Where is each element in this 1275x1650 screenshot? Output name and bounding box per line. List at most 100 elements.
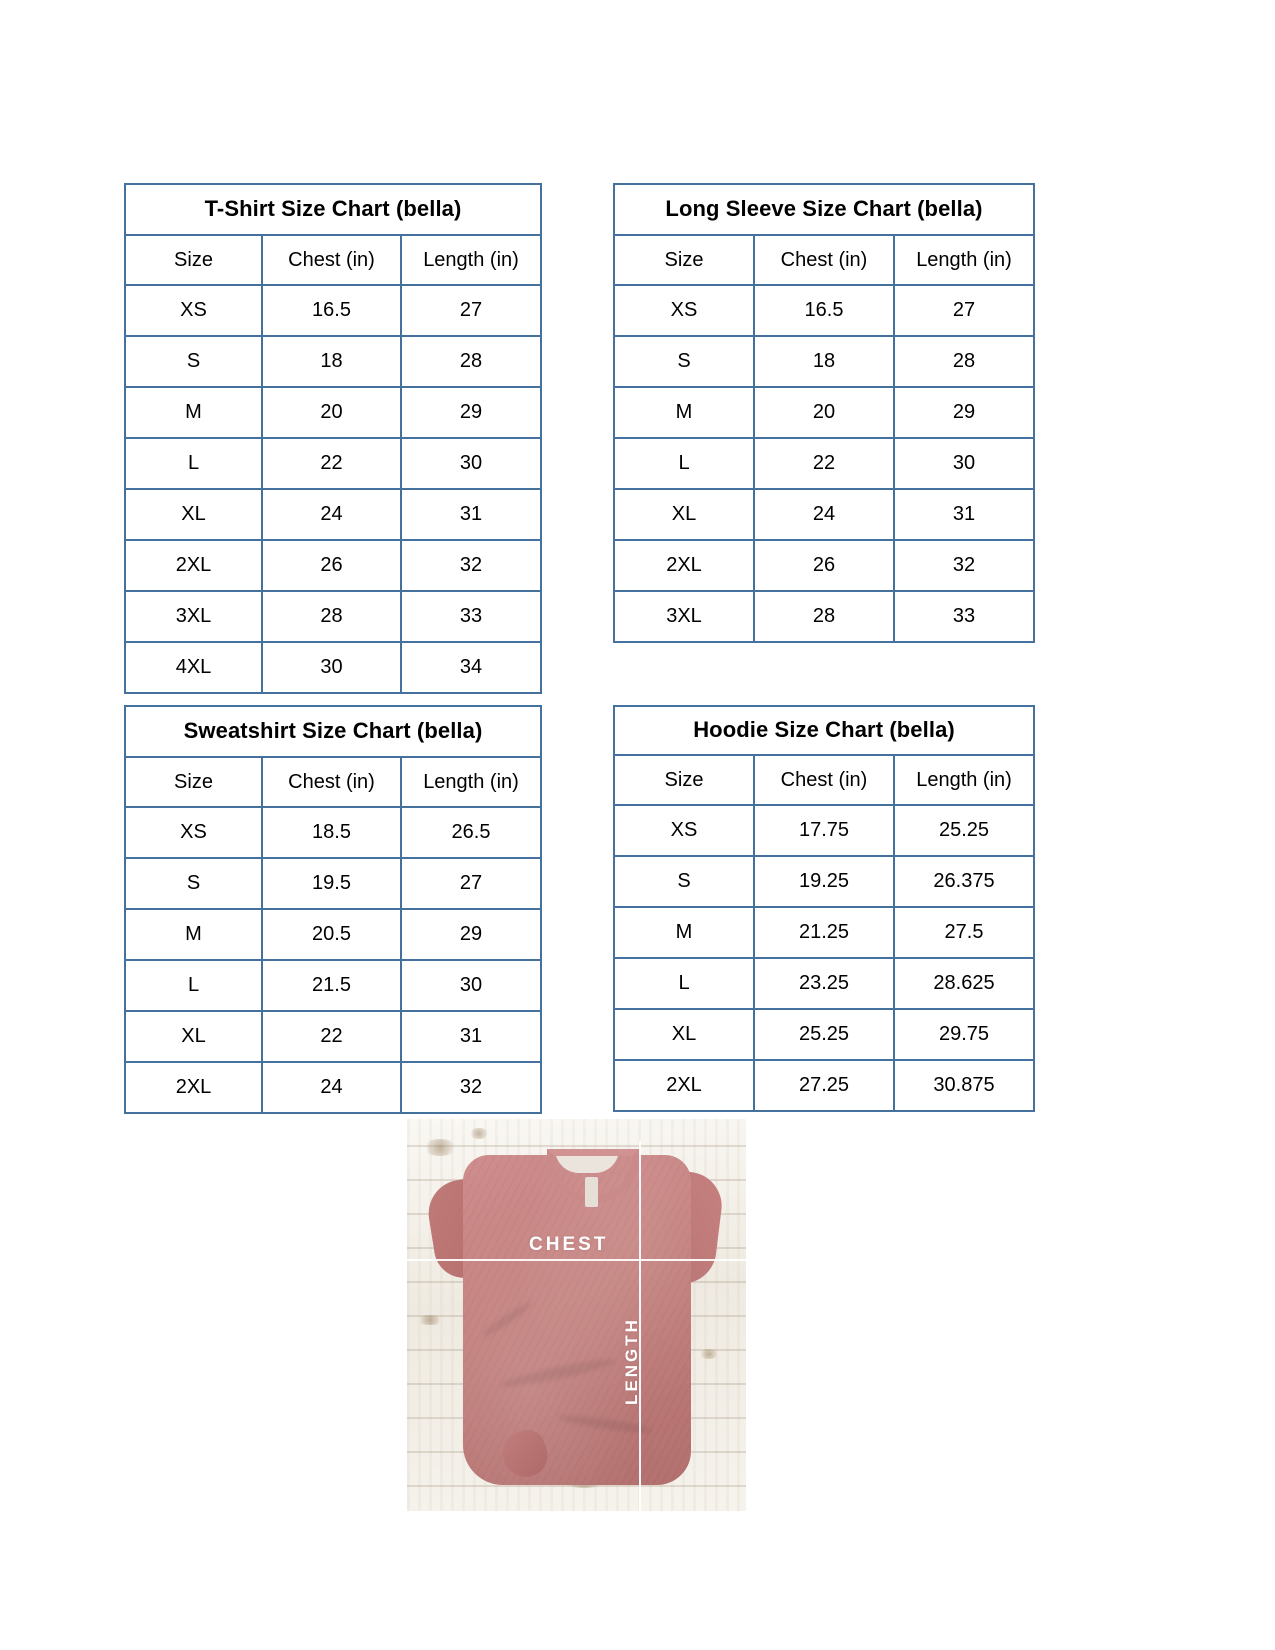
wood-knot-icon [423, 1139, 457, 1156]
cell-length: 33 [399, 590, 543, 643]
cell-chest: 21.5 [261, 959, 402, 1012]
hoodie-size-chart-table: Hoodie Size Chart (bella) Size Chest (in… [612, 705, 1036, 1112]
cell-size: 2XL [124, 1061, 263, 1114]
cell-length: 32 [892, 539, 1036, 592]
table-row: L 23.25 28.625 [613, 957, 1036, 1010]
longsleeve-chart-title: Long Sleeve Size Chart (bella) [612, 183, 1036, 236]
cell-length: 32 [399, 539, 543, 592]
table-header-row: Size Chest (in) Length (in) [613, 754, 1036, 806]
wood-knot-icon [417, 1315, 443, 1325]
cell-length: 34 [399, 641, 543, 694]
cell-size: XL [124, 488, 263, 541]
tshirt-body [463, 1155, 691, 1485]
chest-measurement-label: CHEST [529, 1234, 609, 1255]
table-header-row: Size Chest (in) Length (in) [124, 234, 543, 286]
cell-size: XS [613, 804, 755, 857]
cell-size: 4XL [124, 641, 263, 694]
table-row: XL 24 31 [124, 488, 543, 541]
cell-length: 26.375 [892, 855, 1036, 908]
column-header-chest: Chest (in) [753, 754, 895, 806]
cell-size: M [124, 908, 263, 961]
cell-length: 28 [399, 335, 543, 388]
column-header-size: Size [124, 234, 263, 286]
longsleeve-size-chart-table: Long Sleeve Size Chart (bella) Size Ches… [612, 183, 1036, 643]
column-header-chest: Chest (in) [261, 234, 402, 286]
column-header-chest: Chest (in) [261, 756, 402, 808]
cell-length: 27 [399, 857, 543, 910]
table-row: XS 18.5 26.5 [124, 806, 543, 859]
cell-chest: 19.5 [261, 857, 402, 910]
cell-chest: 20 [261, 386, 402, 439]
cell-size: S [124, 857, 263, 910]
tshirt-brand-tag [585, 1177, 598, 1207]
cell-size: 2XL [613, 1059, 755, 1112]
table-row: L 22 30 [124, 437, 543, 490]
cell-chest: 18 [753, 335, 895, 388]
table-row: XL 24 31 [613, 488, 1036, 541]
cell-chest: 22 [261, 437, 402, 490]
length-measurement-label: LENGTH [621, 1317, 641, 1405]
cell-chest: 23.25 [753, 957, 895, 1010]
cell-chest: 24 [261, 488, 402, 541]
cell-chest: 20 [753, 386, 895, 439]
tshirt-illustration [407, 1119, 746, 1511]
cell-size: S [613, 335, 755, 388]
table-title-row: Sweatshirt Size Chart (bella) [123, 705, 543, 758]
cell-length: 29 [892, 386, 1036, 439]
table-row: 3XL 28 33 [613, 590, 1036, 643]
cell-size: 3XL [613, 590, 755, 643]
wood-knot-icon [469, 1128, 489, 1139]
cell-chest: 18 [261, 335, 402, 388]
table-row: M 20.5 29 [124, 908, 543, 961]
column-header-length: Length (in) [892, 234, 1036, 286]
table-row: S 18 28 [124, 335, 543, 388]
cell-chest: 26 [261, 539, 402, 592]
cell-size: S [124, 335, 263, 388]
table-row: XL 25.25 29.75 [613, 1008, 1036, 1061]
cell-size: 2XL [124, 539, 263, 592]
cell-size: L [613, 957, 755, 1010]
table-row: S 18 28 [613, 335, 1036, 388]
cell-length: 28 [892, 335, 1036, 388]
table-row: XS 16.5 27 [613, 284, 1036, 337]
cell-chest: 22 [261, 1010, 402, 1063]
cell-chest: 25.25 [753, 1008, 895, 1061]
cell-length: 31 [892, 488, 1036, 541]
sweatshirt-chart-title: Sweatshirt Size Chart (bella) [123, 705, 543, 758]
table-row: M 21.25 27.5 [613, 906, 1036, 959]
table-row: 2XL 27.25 30.875 [613, 1059, 1036, 1112]
cell-size: M [613, 906, 755, 959]
cell-size: XL [613, 1008, 755, 1061]
cell-size: M [124, 386, 263, 439]
cell-length: 31 [399, 1010, 543, 1063]
table-header-row: Size Chest (in) Length (in) [613, 234, 1036, 286]
cell-size: 2XL [613, 539, 755, 592]
cell-chest: 26 [753, 539, 895, 592]
cell-chest: 28 [261, 590, 402, 643]
measurement-reference-photo: CHEST LENGTH [407, 1119, 746, 1511]
table-row: 3XL 28 33 [124, 590, 543, 643]
wood-knot-icon [699, 1349, 719, 1359]
cell-chest: 19.25 [753, 855, 895, 908]
cell-chest: 27.25 [753, 1059, 895, 1112]
table-row: 2XL 26 32 [124, 539, 543, 592]
table-row: XS 16.5 27 [124, 284, 543, 337]
cell-length: 33 [892, 590, 1036, 643]
sweatshirt-size-chart-table: Sweatshirt Size Chart (bella) Size Chest… [123, 705, 543, 1114]
cell-chest: 24 [753, 488, 895, 541]
chest-measurement-line [407, 1259, 746, 1261]
table-row: S 19.5 27 [124, 857, 543, 910]
cell-chest: 20.5 [261, 908, 402, 961]
cell-size: M [613, 386, 755, 439]
cell-size: S [613, 855, 755, 908]
cell-chest: 30 [261, 641, 402, 694]
cell-length: 28.625 [892, 957, 1036, 1010]
cell-chest: 21.25 [753, 906, 895, 959]
table-row: S 19.25 26.375 [613, 855, 1036, 908]
cell-size: L [613, 437, 755, 490]
table-row: XS 17.75 25.25 [613, 804, 1036, 857]
table-title-row: T-Shirt Size Chart (bella) [123, 183, 543, 236]
table-row: M 20 29 [613, 386, 1036, 439]
cell-chest: 28 [753, 590, 895, 643]
